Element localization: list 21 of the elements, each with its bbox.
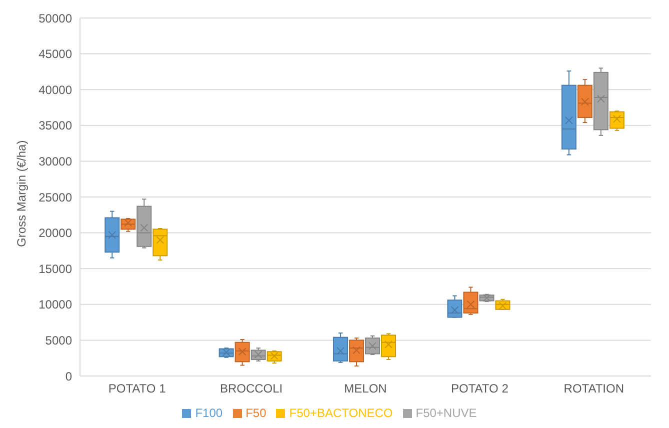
y-tick-label: 15000: [38, 262, 72, 276]
y-axis-title: Gross Margin (€/ha): [14, 140, 28, 247]
legend-label: F100: [195, 406, 223, 420]
y-tick-label: 35000: [38, 118, 72, 133]
y-tick-label: 50000: [38, 11, 72, 26]
x-tick-label: POTATO 1: [108, 382, 166, 396]
y-tick-label: 10000: [38, 298, 72, 312]
y-tick-label: 30000: [38, 154, 72, 168]
legend-label: F50+BACTONECO: [289, 406, 393, 420]
x-tick-label: MELON: [344, 382, 387, 396]
y-tick-label: 0: [65, 369, 72, 384]
y-tick-label: 25000: [38, 190, 72, 204]
y-tick-label: 5000: [45, 333, 72, 348]
y-tick-label: 45000: [38, 47, 72, 62]
y-tick-label: 20000: [38, 226, 72, 240]
x-tick-label: BROCCOLI: [220, 382, 283, 396]
legend-label: F50: [246, 406, 266, 420]
y-tick-label: 40000: [38, 82, 72, 97]
x-tick-label: POTATO 2: [451, 382, 509, 396]
x-tick-label: ROTATION: [564, 382, 624, 396]
legend-label: F50+NUVE: [416, 406, 477, 420]
